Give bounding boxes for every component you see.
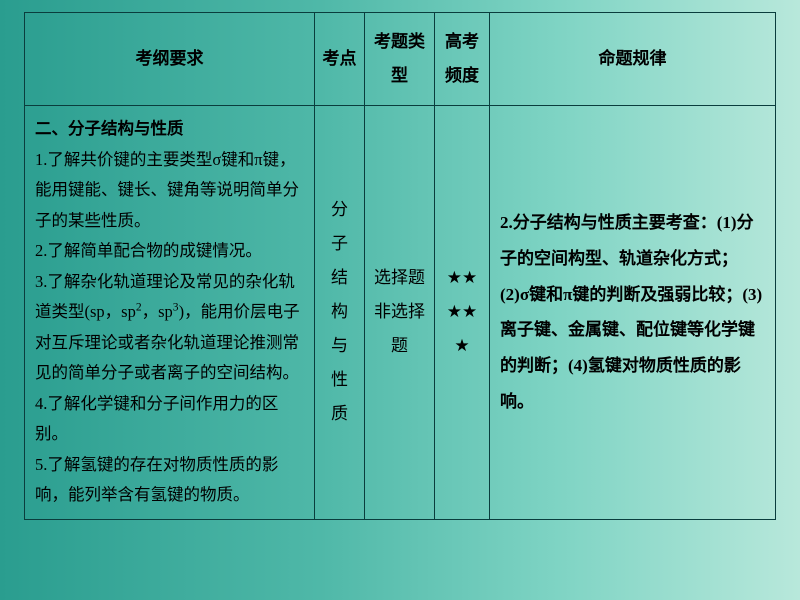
req-item-2: 2.了解简单配合物的成键情况。 bbox=[35, 241, 262, 260]
rule-title: 2.分子结构与性质主要考查： bbox=[500, 213, 717, 232]
cell-freq: ★★★★★ bbox=[435, 106, 490, 520]
header-rule: 命题规律 bbox=[490, 13, 776, 106]
syllabus-table: 考纲要求 考点 考题类型 高考频度 命题规律 二、分子结构与性质 1.了解共价键… bbox=[24, 12, 776, 520]
cell-requirement: 二、分子结构与性质 1.了解共价键的主要类型σ键和π键，能用键能、键长、键角等说… bbox=[25, 106, 315, 520]
req-item-5: 5.了解氢键的存在对物质性质的影响，能列举含有氢键的物质。 bbox=[35, 455, 278, 505]
req-item-1: 1.了解共价键的主要类型σ键和π键，能用键能、键长、键角等说明简单分子的某些性质… bbox=[35, 150, 299, 230]
header-point: 考点 bbox=[315, 13, 365, 106]
header-freq: 高考频度 bbox=[435, 13, 490, 106]
point-text: 分子结构与性质 bbox=[331, 200, 348, 423]
table-row: 二、分子结构与性质 1.了解共价键的主要类型σ键和π键，能用键能、键长、键角等说… bbox=[25, 106, 776, 520]
cell-rule: 2.分子结构与性质主要考查：(1)分子的空间构型、轨道杂化方式；(2)σ键和π键… bbox=[490, 106, 776, 520]
req-item-3: 3.了解杂化轨道理论及常见的杂化轨道类型(sp，sp2，sp3)，能用价层电子对… bbox=[35, 272, 300, 383]
req-title: 二、分子结构与性质 bbox=[35, 119, 184, 138]
header-requirement: 考纲要求 bbox=[25, 13, 315, 106]
req-item-4: 4.了解化学键和分子间作用力的区别。 bbox=[35, 394, 278, 444]
qtype-line-2: 非选择题 bbox=[374, 302, 425, 355]
freq-stars: ★★★★★ bbox=[447, 268, 477, 355]
header-qtype: 考题类型 bbox=[365, 13, 435, 106]
cell-point: 分子结构与性质 bbox=[315, 106, 365, 520]
qtype-line-1: 选择题 bbox=[374, 268, 425, 287]
cell-qtype: 选择题 非选择题 bbox=[365, 106, 435, 520]
header-row: 考纲要求 考点 考题类型 高考频度 命题规律 bbox=[25, 13, 776, 106]
rule-item-2: (2)σ键和π键的判断及强弱比较； bbox=[500, 285, 742, 304]
